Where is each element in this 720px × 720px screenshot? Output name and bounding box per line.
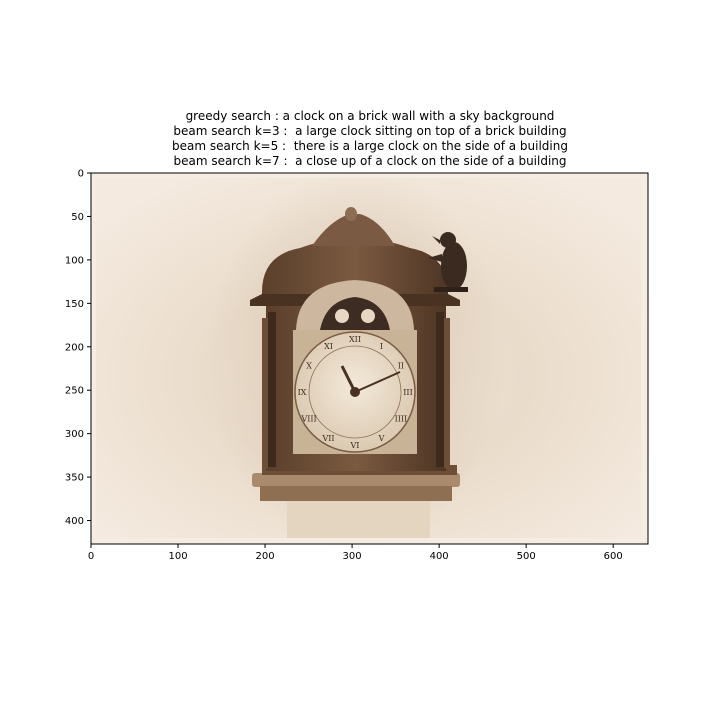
dial-numeral: VIII (300, 415, 316, 424)
dial-numeral: IIII (395, 415, 408, 424)
x-tick-label: 100 (168, 551, 187, 562)
dial-numeral: I (380, 342, 383, 351)
dial-numeral: IX (298, 388, 307, 397)
x-axis: 0 100 200 300 400 500 600 (88, 544, 623, 562)
y-tick-label: 350 (65, 473, 84, 484)
dial-numeral: VI (350, 441, 360, 450)
x-tick-label: 500 (517, 551, 536, 562)
dial-numeral: V (378, 434, 385, 443)
title-line-beam-k5: beam search k=5 : there is a large clock… (172, 139, 568, 153)
dial-numeral: XII (349, 335, 361, 344)
dial-numeral: VII (321, 434, 334, 443)
x-tick-label: 0 (88, 551, 94, 562)
x-tick-label: 400 (430, 551, 449, 562)
clock-pedestal (252, 465, 460, 538)
y-tick-label: 150 (65, 299, 84, 310)
y-tick-label: 300 (65, 429, 84, 440)
title-line-beam-k7: beam search k=7 : a close up of a clock … (173, 154, 567, 168)
x-tick-label: 200 (256, 551, 275, 562)
moon-phase-arch (296, 280, 414, 330)
y-axis: 0 50 100 150 200 250 300 350 400 (65, 169, 91, 527)
dial-numeral: II (398, 362, 404, 371)
y-tick-label: 100 (65, 255, 84, 266)
figure-title: greedy search : a clock on a brick wall … (90, 109, 650, 169)
bird-figure (428, 232, 468, 292)
x-tick-label: 600 (604, 551, 623, 562)
y-tick-label: 50 (71, 212, 84, 223)
title-line-greedy: greedy search : a clock on a brick wall … (185, 109, 555, 123)
title-line-beam-k3: beam search k=3 : a large clock sitting … (173, 124, 567, 138)
axes-frame (90, 172, 649, 545)
y-tick-label: 400 (65, 516, 84, 527)
y-tick-label: 250 (65, 386, 84, 397)
x-tick-label: 300 (343, 551, 362, 562)
dial-numeral: III (403, 388, 412, 397)
y-tick-label: 0 (78, 169, 84, 180)
dial-numeral: X (306, 362, 312, 371)
y-tick-label: 200 (65, 342, 84, 353)
dial-numeral: XI (324, 342, 333, 351)
